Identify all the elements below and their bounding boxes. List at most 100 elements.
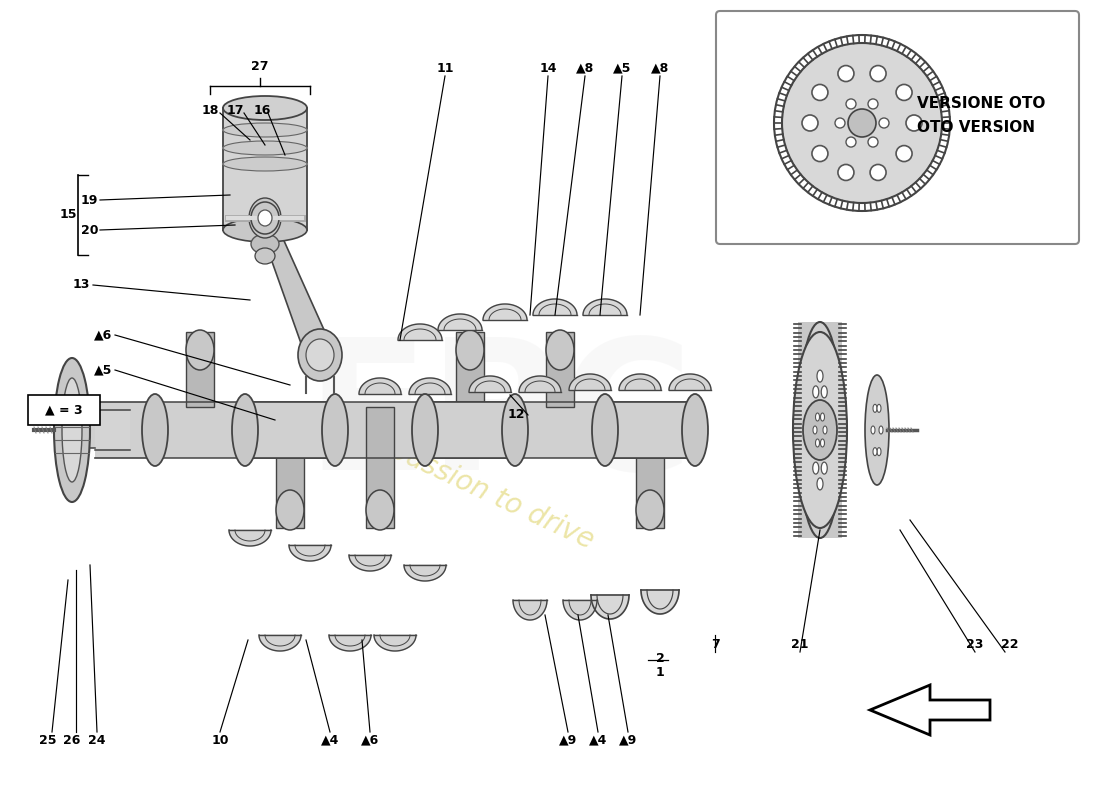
- Text: ▲4: ▲4: [588, 734, 607, 746]
- Text: 7: 7: [711, 638, 719, 651]
- Circle shape: [868, 99, 878, 109]
- Circle shape: [870, 66, 887, 82]
- Text: ▲8: ▲8: [576, 62, 594, 74]
- Text: 24: 24: [88, 734, 106, 746]
- Ellipse shape: [821, 413, 825, 421]
- Polygon shape: [438, 314, 482, 330]
- Ellipse shape: [503, 396, 527, 464]
- Polygon shape: [519, 376, 561, 392]
- Text: 22: 22: [1001, 638, 1019, 651]
- Text: ▲8: ▲8: [651, 62, 669, 74]
- Ellipse shape: [255, 248, 275, 264]
- Polygon shape: [329, 635, 371, 651]
- Polygon shape: [641, 590, 679, 614]
- Bar: [223, 108, 307, 230]
- Polygon shape: [398, 324, 442, 340]
- Ellipse shape: [803, 400, 837, 460]
- Ellipse shape: [251, 202, 279, 234]
- Circle shape: [812, 146, 828, 162]
- Circle shape: [848, 109, 876, 137]
- Ellipse shape: [502, 394, 528, 466]
- Ellipse shape: [233, 396, 257, 464]
- Ellipse shape: [593, 396, 617, 464]
- Polygon shape: [289, 545, 331, 561]
- Ellipse shape: [817, 370, 823, 382]
- Circle shape: [846, 99, 856, 109]
- Circle shape: [846, 137, 856, 147]
- Text: 14: 14: [539, 62, 557, 74]
- Ellipse shape: [142, 394, 168, 466]
- Ellipse shape: [232, 394, 258, 466]
- Ellipse shape: [817, 478, 823, 490]
- Ellipse shape: [323, 396, 346, 464]
- Ellipse shape: [412, 396, 437, 464]
- Text: ▲5: ▲5: [94, 363, 112, 377]
- Polygon shape: [374, 635, 416, 651]
- Bar: [28, 395, 100, 425]
- Bar: [605, 402, 695, 458]
- Ellipse shape: [822, 386, 827, 398]
- Text: 18: 18: [201, 103, 219, 117]
- Ellipse shape: [276, 490, 304, 530]
- Polygon shape: [619, 374, 661, 390]
- Bar: [89, 412, 95, 448]
- Ellipse shape: [813, 426, 817, 434]
- Ellipse shape: [223, 96, 307, 120]
- Ellipse shape: [822, 462, 827, 474]
- Polygon shape: [513, 600, 547, 620]
- Ellipse shape: [877, 448, 881, 456]
- Bar: [155, 402, 245, 458]
- Circle shape: [906, 115, 922, 131]
- Bar: [425, 402, 515, 458]
- Polygon shape: [404, 565, 446, 581]
- Ellipse shape: [62, 378, 82, 482]
- Polygon shape: [276, 407, 304, 528]
- Ellipse shape: [223, 157, 307, 171]
- Ellipse shape: [877, 404, 881, 412]
- Ellipse shape: [823, 424, 829, 436]
- Polygon shape: [563, 600, 597, 620]
- Circle shape: [896, 85, 912, 101]
- Text: ▲9: ▲9: [559, 734, 578, 746]
- Text: 21: 21: [1059, 62, 1077, 74]
- Bar: [95, 410, 130, 450]
- Ellipse shape: [322, 394, 348, 466]
- Circle shape: [896, 146, 912, 162]
- Text: 26: 26: [64, 734, 80, 746]
- Text: ▲9: ▲9: [619, 734, 637, 746]
- Circle shape: [868, 137, 878, 147]
- Ellipse shape: [412, 394, 438, 466]
- Polygon shape: [636, 407, 664, 528]
- Polygon shape: [669, 374, 711, 390]
- Circle shape: [782, 43, 942, 203]
- Text: VERSIONE OTO: VERSIONE OTO: [917, 95, 1045, 110]
- Text: 12: 12: [507, 409, 525, 422]
- Text: ▲6: ▲6: [94, 329, 112, 342]
- Text: ▲5: ▲5: [613, 62, 631, 74]
- Polygon shape: [546, 332, 574, 407]
- Polygon shape: [409, 378, 451, 394]
- Ellipse shape: [798, 322, 842, 538]
- Ellipse shape: [873, 404, 877, 412]
- Ellipse shape: [223, 218, 307, 242]
- Circle shape: [838, 66, 854, 82]
- Text: 27: 27: [251, 59, 268, 73]
- Polygon shape: [366, 407, 394, 528]
- Ellipse shape: [871, 426, 874, 434]
- Polygon shape: [359, 378, 402, 394]
- Ellipse shape: [682, 394, 708, 466]
- Circle shape: [812, 85, 828, 101]
- Text: a passion to drive: a passion to drive: [362, 425, 598, 555]
- Polygon shape: [870, 685, 990, 735]
- Ellipse shape: [636, 490, 664, 530]
- Polygon shape: [186, 332, 214, 407]
- Bar: [336, 402, 425, 458]
- Polygon shape: [591, 595, 629, 619]
- Bar: [605, 402, 695, 458]
- Polygon shape: [456, 332, 484, 407]
- Text: EPC: EPC: [306, 332, 694, 508]
- Circle shape: [879, 118, 889, 128]
- Ellipse shape: [592, 394, 618, 466]
- Ellipse shape: [186, 330, 214, 370]
- Circle shape: [838, 165, 854, 181]
